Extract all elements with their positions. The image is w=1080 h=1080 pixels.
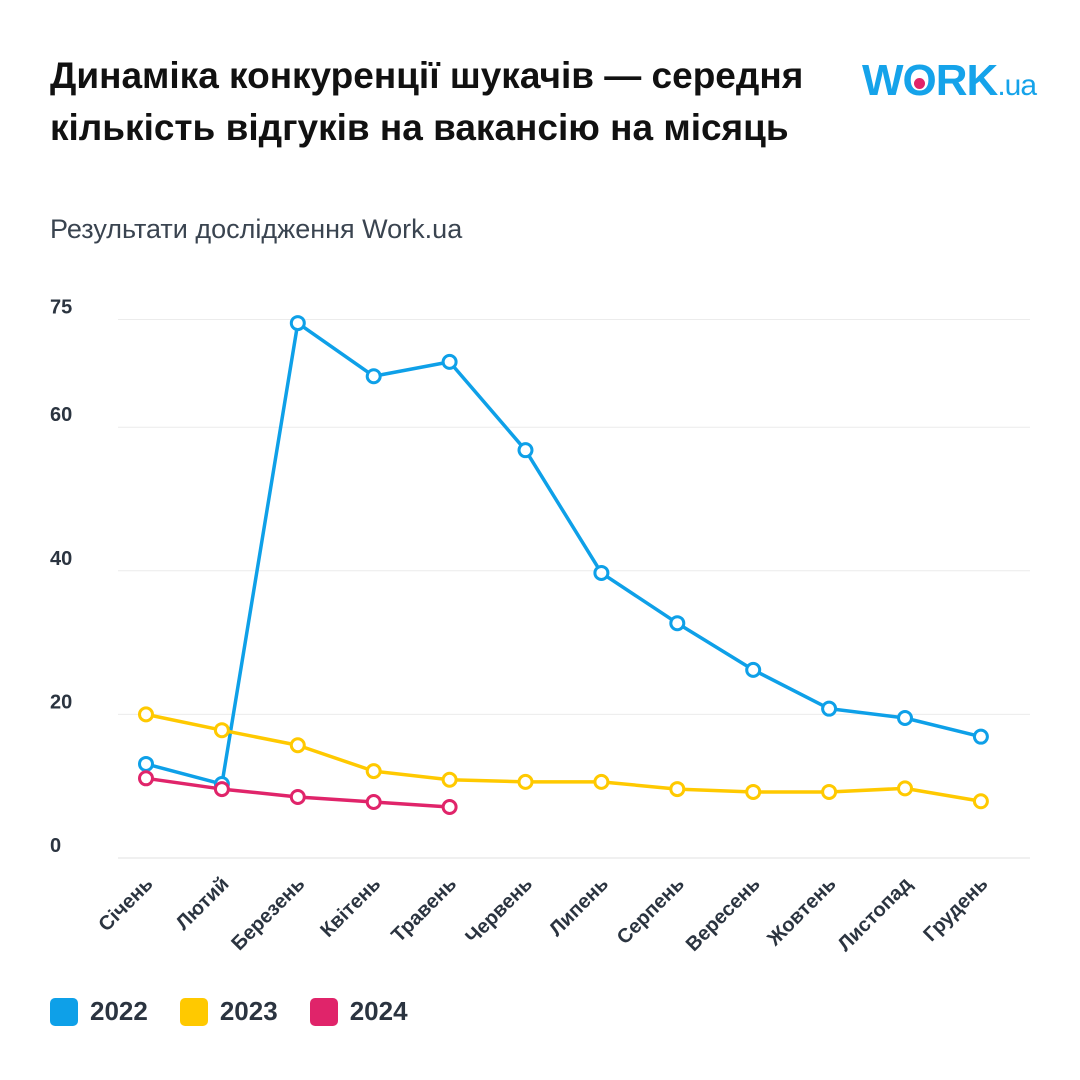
x-tick-label: Липень [545,873,613,941]
y-tick-label: 75 [50,297,72,319]
legend-label: 2022 [90,996,148,1026]
legend-item-2022: 2022 [50,996,148,1027]
data-point-2022 [593,564,610,581]
data-point-2023 [897,780,913,797]
data-point-2023 [365,763,382,780]
data-point-2023 [517,773,534,790]
data-point-2022 [289,315,306,332]
work-ua-logo: WORK.ua [862,56,1037,105]
legend-item-2024: 2024 [309,996,408,1027]
data-point-2023 [593,773,610,790]
data-point-2024 [289,788,306,805]
data-point-2024 [213,781,230,798]
series-line-2022 [145,321,982,786]
x-tick-label: Лютий [172,873,234,935]
x-tick-label: Червень [461,873,537,949]
data-point-2024 [138,770,154,787]
data-point-2023 [821,783,838,800]
x-tick-label: Вересень [682,873,765,956]
data-point-2022 [745,661,762,678]
data-point-2023 [441,771,458,788]
data-point-2022 [365,368,382,385]
legend-label: 2023 [219,996,278,1026]
y-tick-label: 60 [50,404,72,426]
x-tick-label: Жовтень [763,873,841,951]
y-tick-label: 0 [50,835,61,857]
data-point-2022 [821,700,838,717]
x-tick-label: Грудень [919,873,992,946]
data-point-2022 [138,755,154,772]
y-tick-label: 40 [50,548,72,570]
data-point-2023 [972,793,989,810]
x-tick-label: Травень [387,873,461,947]
legend-swatch [50,997,78,1026]
data-point-2024 [441,799,458,816]
data-point-2022 [517,442,534,459]
data-point-2023 [213,722,230,739]
data-point-2023 [289,737,306,754]
data-point-2022 [669,615,686,632]
data-point-2022 [972,728,989,745]
legend-item-2023: 2023 [179,996,278,1027]
x-tick-label: Січень [95,873,158,936]
data-point-2023 [745,783,762,800]
legend-swatch [179,997,208,1026]
data-point-2023 [669,781,686,798]
data-point-2023 [138,706,154,723]
data-point-2022 [441,353,458,370]
x-tick-label: Березень [227,873,309,955]
data-point-2022 [897,709,913,726]
x-tick-label: Серпень [613,873,689,949]
data-point-2024 [365,793,382,810]
legend-swatch [309,997,338,1026]
y-tick-label: 20 [50,691,72,713]
x-tick-label: Листопад [834,873,917,956]
chart-subtitle: Результати дослідження Work.ua [50,214,463,244]
chart-title: Динаміка конкуренції шукачів — середня к… [50,55,804,148]
legend-label: 2024 [349,996,408,1026]
x-tick-label: Квітень [316,873,385,942]
series-line-2023 [145,712,982,804]
legend: 2022 2023 2024 [50,996,408,1027]
